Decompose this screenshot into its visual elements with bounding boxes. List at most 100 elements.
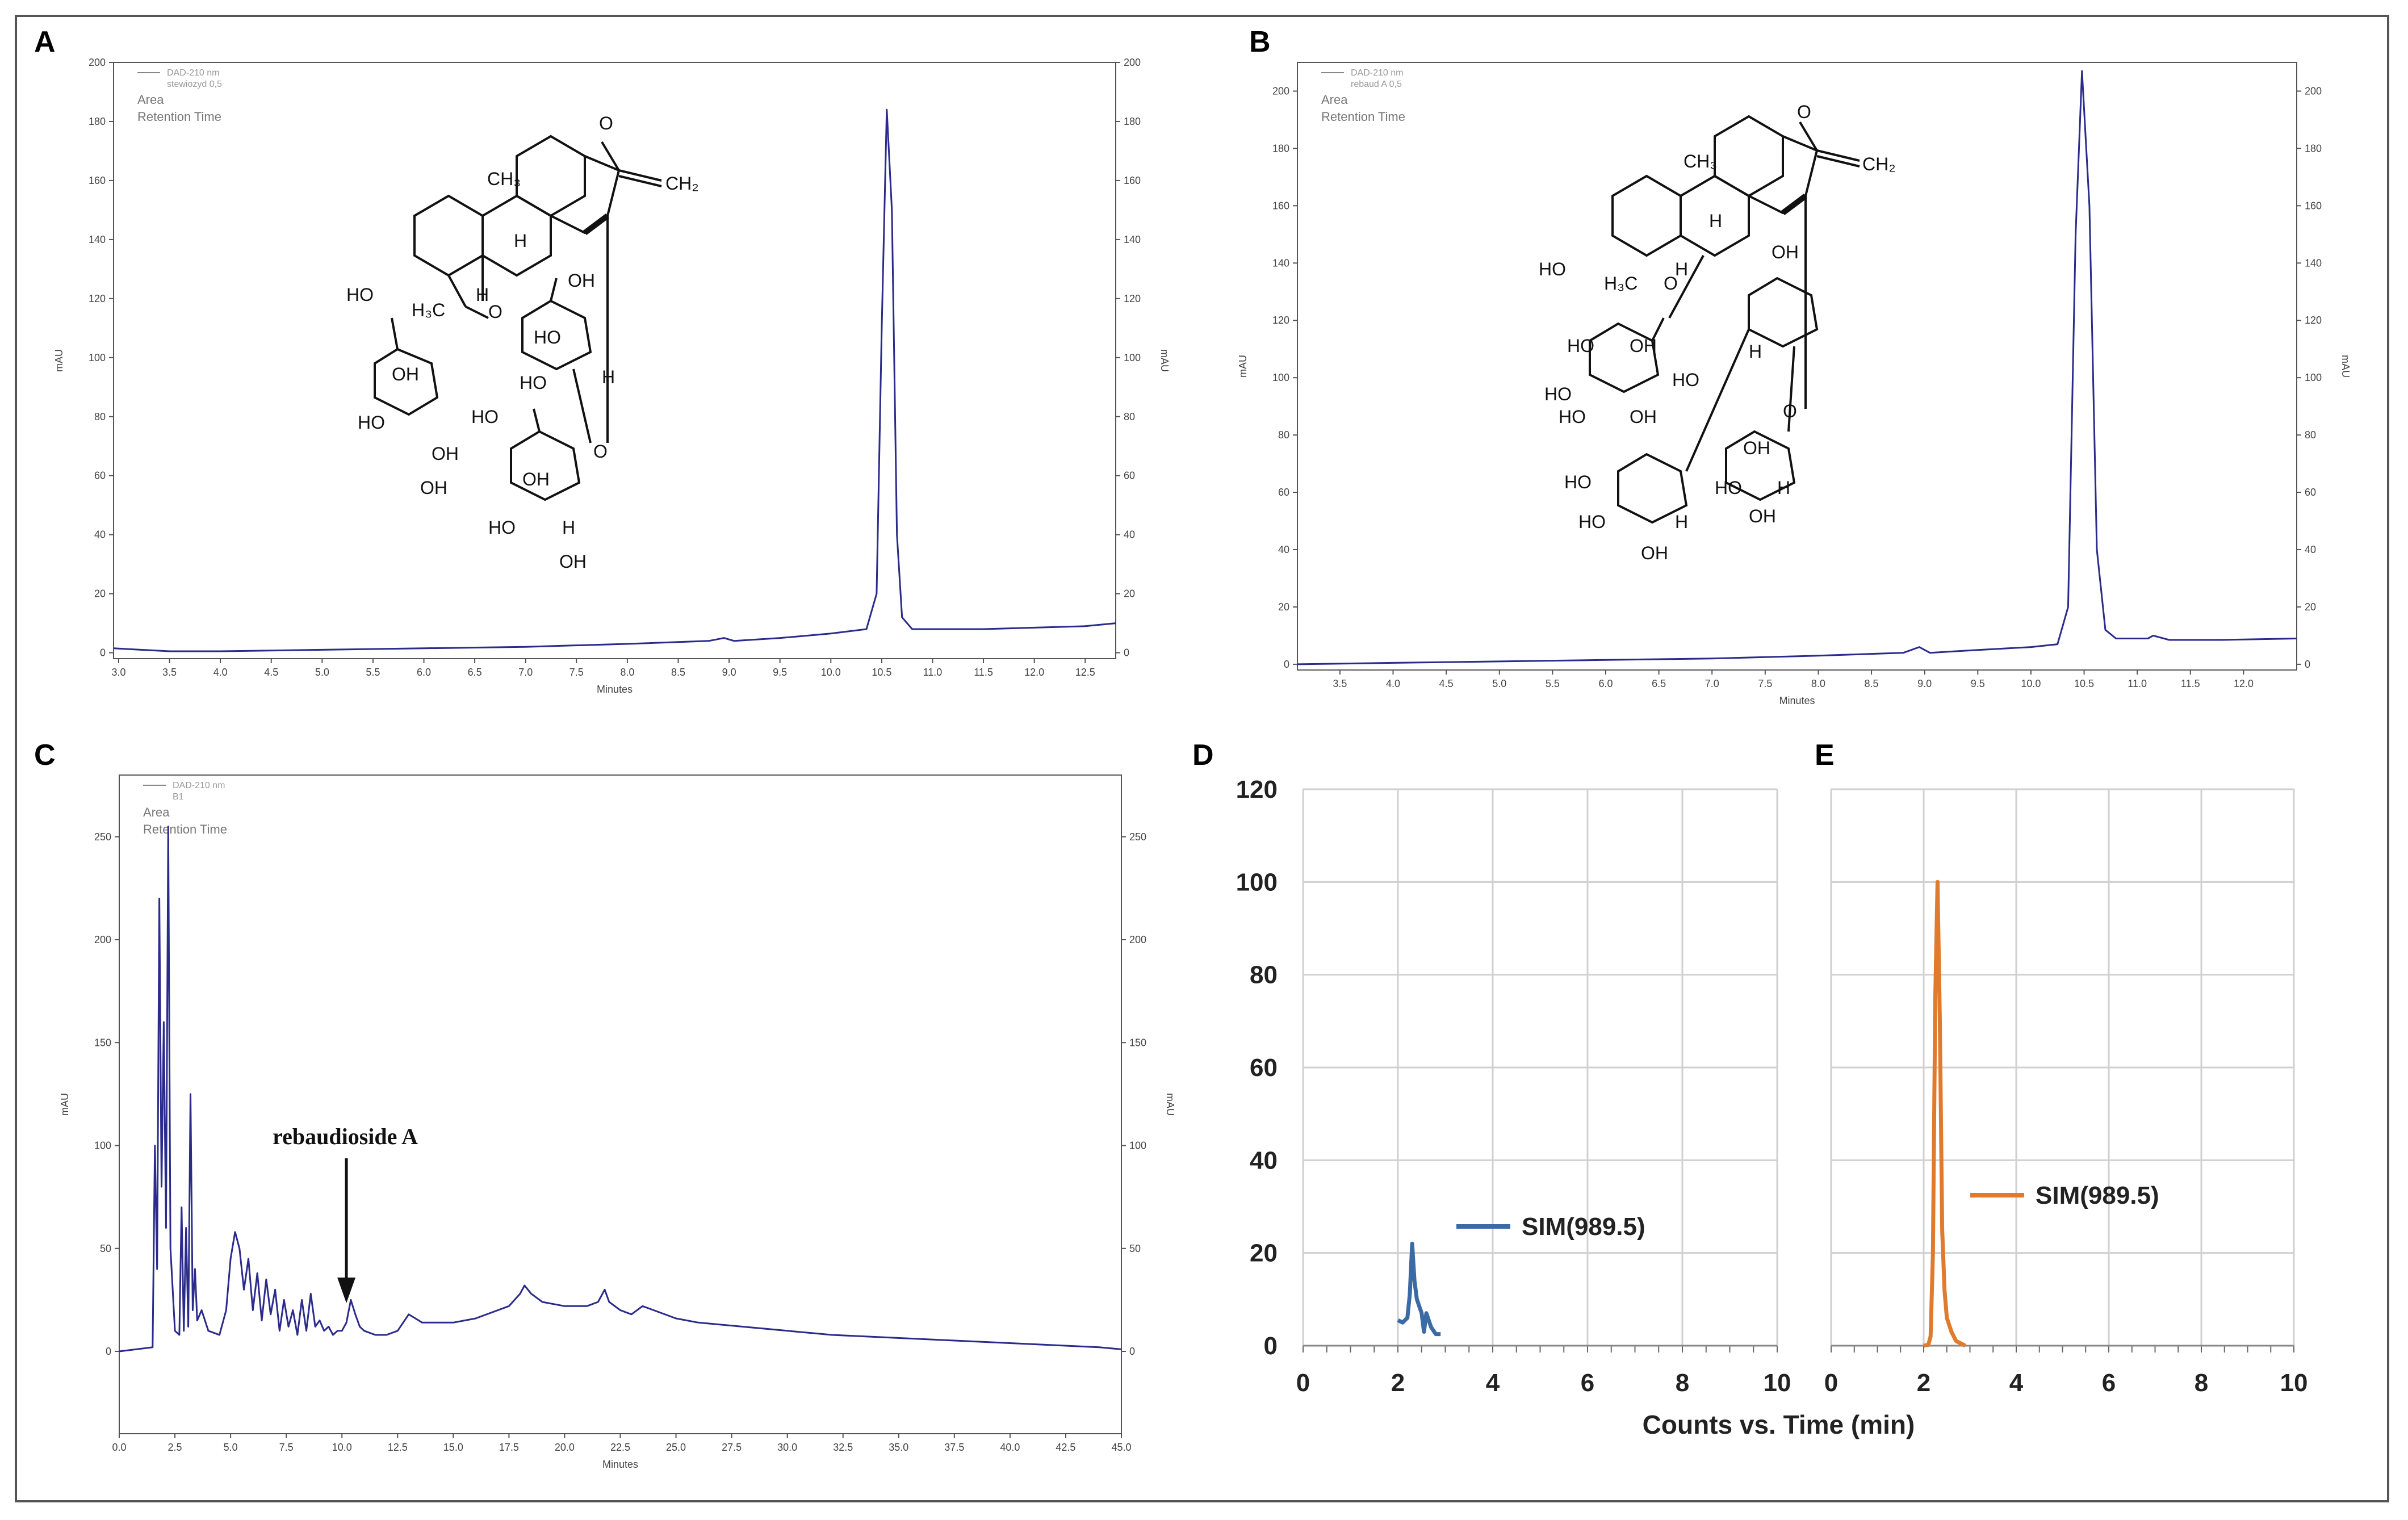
x-tick-label: 7.5 (1758, 678, 1772, 689)
y-tick-label: 80 (1250, 961, 1278, 989)
y-tick-label: 180 (89, 116, 106, 127)
y-tick-label-right: 40 (1124, 529, 1135, 541)
y-tick-label-right: 60 (2305, 487, 2316, 498)
struct-oh: OH (559, 551, 587, 572)
y-tick-label-right: 140 (1124, 234, 1141, 245)
x-tick-label: 10.0 (821, 667, 841, 678)
legend-line2: B1 (173, 792, 184, 802)
y-axis-label: mAU (1237, 355, 1249, 378)
chemical-structure-stevioside (374, 135, 662, 501)
struct-ho: HO (1578, 512, 1606, 532)
x-tick-label: 0.0 (112, 1442, 126, 1453)
y-tick-label-right: 160 (2305, 200, 2322, 211)
y-tick-label: 140 (1272, 257, 1289, 269)
x-tick-label: 45.0 (1111, 1442, 1131, 1453)
struct-oh: OH (568, 270, 595, 291)
y-tick-label-right: 100 (1124, 352, 1141, 363)
y-tick-label-right: 0 (1124, 647, 1129, 659)
y-tick-label: 80 (1278, 429, 1289, 441)
x-tick-label: 12.5 (1075, 667, 1095, 678)
y-tick-label: 200 (94, 934, 111, 945)
y-tick-label: 250 (94, 831, 111, 843)
y-tick-label-right: 80 (2305, 429, 2316, 441)
y-tick-label: 200 (1272, 85, 1289, 97)
y-tick-label: 60 (1250, 1054, 1278, 1082)
y-axis-label-right: mAU (1159, 349, 1170, 372)
y-tick-label: 20 (94, 588, 106, 600)
x-tick-label: 4 (2009, 1369, 2024, 1397)
struct-oh: OH (1743, 438, 1770, 458)
x-tick-label: 12.5 (388, 1442, 408, 1453)
y-tick-label: 120 (1236, 776, 1278, 803)
series-line (1397, 1241, 1441, 1337)
struct-ho: HO (1559, 407, 1586, 427)
x-tick-label: 6.0 (1598, 678, 1613, 689)
x-tick-label: 20.0 (555, 1442, 575, 1453)
y-axis-label: mAU (59, 1093, 70, 1116)
y-tick-label: 0 (1264, 1332, 1278, 1360)
struct-ch2: CH₂ (1862, 154, 1896, 174)
struct-ho: HO (358, 412, 385, 433)
struct-oh: OH (1630, 336, 1657, 356)
chart-b: 3.5 4.0 4.5 5.0 5.5 6.0 6.5 7.0 7.5 8.0 8.5 9.0 9.5 1… (1237, 62, 2351, 706)
x-tick-label: 9.5 (773, 667, 787, 678)
x-tick-label: 2 (1391, 1369, 1405, 1397)
x-tick-label: 42.5 (1056, 1442, 1075, 1453)
legend-label: SIM(989.5) (1522, 1213, 1645, 1241)
panel-label-b: B (1249, 26, 1271, 58)
x-tick-label: 3.0 (111, 667, 125, 678)
x-tick-label: 2 (1917, 1369, 1930, 1397)
legend-area: Area (143, 805, 170, 819)
struct-oh: OH (1749, 506, 1776, 526)
x-tick-label: 6.5 (468, 667, 482, 678)
struct-ho: HO (1564, 472, 1592, 492)
x-tick-label: 12.0 (1024, 667, 1044, 678)
y-tick-label-right: 200 (1124, 57, 1141, 68)
x-tick-label: 4.0 (1386, 678, 1400, 689)
x-tick-label: 9.0 (1917, 678, 1932, 689)
y-tick-label: 100 (1272, 372, 1289, 383)
struct-h: H (1675, 512, 1688, 532)
y-tick-label-right: 200 (2305, 85, 2322, 97)
y-tick-label: 40 (94, 529, 106, 541)
y-tick-label: 60 (94, 470, 106, 481)
chart-a: 3.0 3.5 4.0 4.5 5.0 5.5 6.0 6.5 7.0 7.5 8.0 8.5 9.0 9… (53, 57, 1170, 695)
legend-line1: DAD-210 nm (1351, 68, 1403, 78)
struct-oh: OH (1772, 242, 1799, 262)
x-tick-label: 6 (1581, 1369, 1594, 1397)
y-tick-label: 180 (1272, 143, 1289, 154)
y-tick-label-right: 40 (2305, 544, 2316, 555)
x-axis-label: Minutes (1779, 695, 1815, 706)
x-tick-label: 8 (2195, 1369, 2208, 1397)
y-tick-label: 40 (1278, 544, 1289, 555)
series-line (119, 826, 1122, 1352)
struct-ho: HO (1544, 384, 1572, 404)
x-axis-label: Minutes (597, 684, 633, 695)
x-tick-label: 0 (1824, 1369, 1838, 1397)
x-tick-label: 7.5 (279, 1442, 294, 1453)
x-tick-label: 9.0 (722, 667, 736, 678)
y-tick-label: 160 (89, 175, 106, 186)
y-tick-label: 100 (1236, 868, 1278, 896)
y-tick-label: 50 (100, 1243, 111, 1254)
y-axis-label-right: mAU (2340, 355, 2351, 378)
x-tick-label: 11.5 (2181, 678, 2200, 689)
legend-retention-time: Retention Time (137, 110, 221, 124)
plot-frame (119, 774, 1122, 1434)
y-tick-label-right: 0 (1129, 1346, 1135, 1357)
y-tick-label: 120 (89, 293, 106, 304)
y-tick-label: 0 (1284, 659, 1289, 670)
x-tick-label: 10.0 (332, 1442, 352, 1453)
struct-ho: HO (1672, 370, 1699, 390)
y-tick-label-right: 180 (1124, 116, 1141, 127)
x-tick-label: 5.5 (366, 667, 380, 678)
y-tick-label-right: 80 (1124, 411, 1135, 422)
plot-frame (1297, 62, 2297, 671)
y-tick-label: 20 (1250, 1240, 1278, 1267)
struct-h: H (514, 231, 527, 251)
x-tick-label: 5.0 (1492, 678, 1506, 689)
x-tick-label: 7.5 (569, 667, 584, 678)
x-tick-label: 11.0 (2128, 678, 2147, 689)
x-tick-label: 8.5 (1865, 678, 1879, 689)
